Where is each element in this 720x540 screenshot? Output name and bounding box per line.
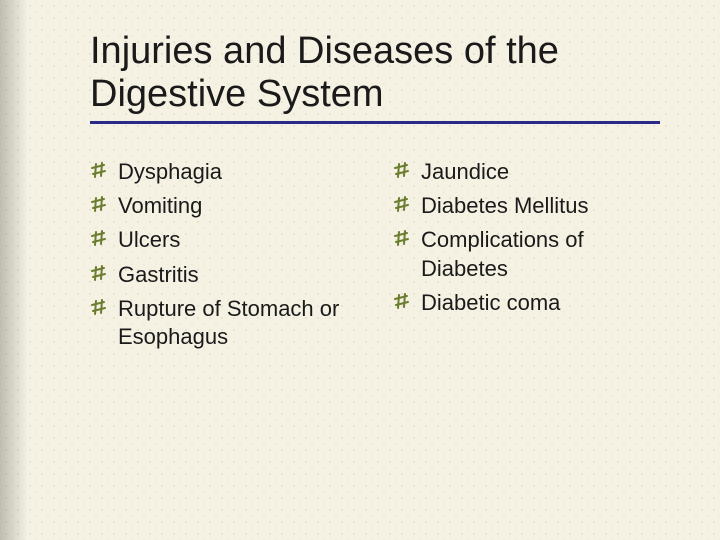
list-item-label: Rupture of Stomach or Esophagus [118,295,357,351]
list-item: Dysphagia [90,158,357,186]
list-item: Jaundice [393,158,660,186]
hash-bullet-icon [393,162,411,180]
list-item: Ulcers [90,226,357,254]
slide: Injuries and Diseases of the Digestive S… [0,0,720,540]
list-item: Complications of Diabetes [393,226,660,282]
list-item-label: Diabetes Mellitus [421,192,589,220]
hash-bullet-icon [393,196,411,214]
list-item-label: Vomiting [118,192,202,220]
list-item-label: Complications of Diabetes [421,226,660,282]
right-column: Jaundice Diabetes Mellitus Complications… [393,158,660,357]
list-item: Diabetes Mellitus [393,192,660,220]
list-item-label: Ulcers [118,226,180,254]
list-item: Diabetic coma [393,289,660,317]
hash-bullet-icon [90,265,108,283]
hash-bullet-icon [90,299,108,317]
list-item-label: Gastritis [118,261,199,289]
hash-bullet-icon [393,230,411,248]
list-item: Gastritis [90,261,357,289]
hash-bullet-icon [90,196,108,214]
hash-bullet-icon [90,230,108,248]
left-column: Dysphagia Vomiting Ulcers Gastritis Rupt… [90,158,357,357]
hash-bullet-icon [393,293,411,311]
list-item: Vomiting [90,192,357,220]
list-item-label: Jaundice [421,158,509,186]
content-columns: Dysphagia Vomiting Ulcers Gastritis Rupt… [90,158,660,357]
list-item-label: Diabetic coma [421,289,560,317]
list-item-label: Dysphagia [118,158,222,186]
slide-title: Injuries and Diseases of the Digestive S… [90,30,660,115]
hash-bullet-icon [90,162,108,180]
title-underline [90,121,660,124]
list-item: Rupture of Stomach or Esophagus [90,295,357,351]
